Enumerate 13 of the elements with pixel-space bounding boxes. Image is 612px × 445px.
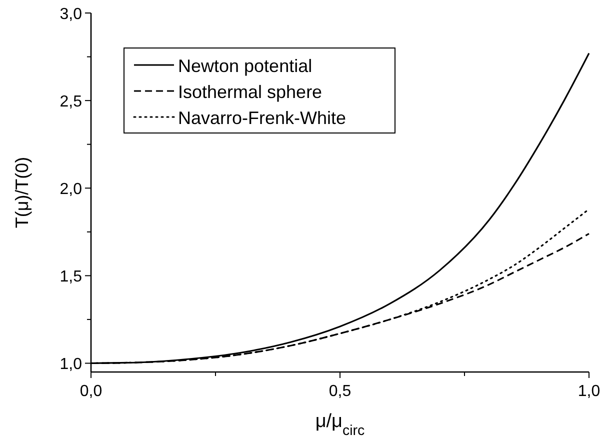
y-tick-label: 1,0 (60, 356, 82, 374)
legend-label: Isothermal sphere (178, 82, 322, 102)
y-tick-label: 2,0 (60, 181, 82, 198)
x-axis-title: μ/μ$_{circ}$ (315, 411, 365, 439)
legend-label: Newton potential (178, 56, 312, 76)
x-tick-label: 0,0 (80, 383, 102, 400)
y-tick-label: 3,0 (60, 6, 82, 23)
x-tick-label: 1,0 (578, 383, 600, 400)
x-tick-label: 0,5 (328, 383, 352, 400)
y-axis-title: T(μ)/T(0) (12, 156, 32, 228)
y-tick-label: 1,5 (60, 268, 82, 286)
legend-label: Navarro-Frenk-White (178, 108, 346, 128)
y-tick-label: 2,5 (60, 94, 82, 111)
